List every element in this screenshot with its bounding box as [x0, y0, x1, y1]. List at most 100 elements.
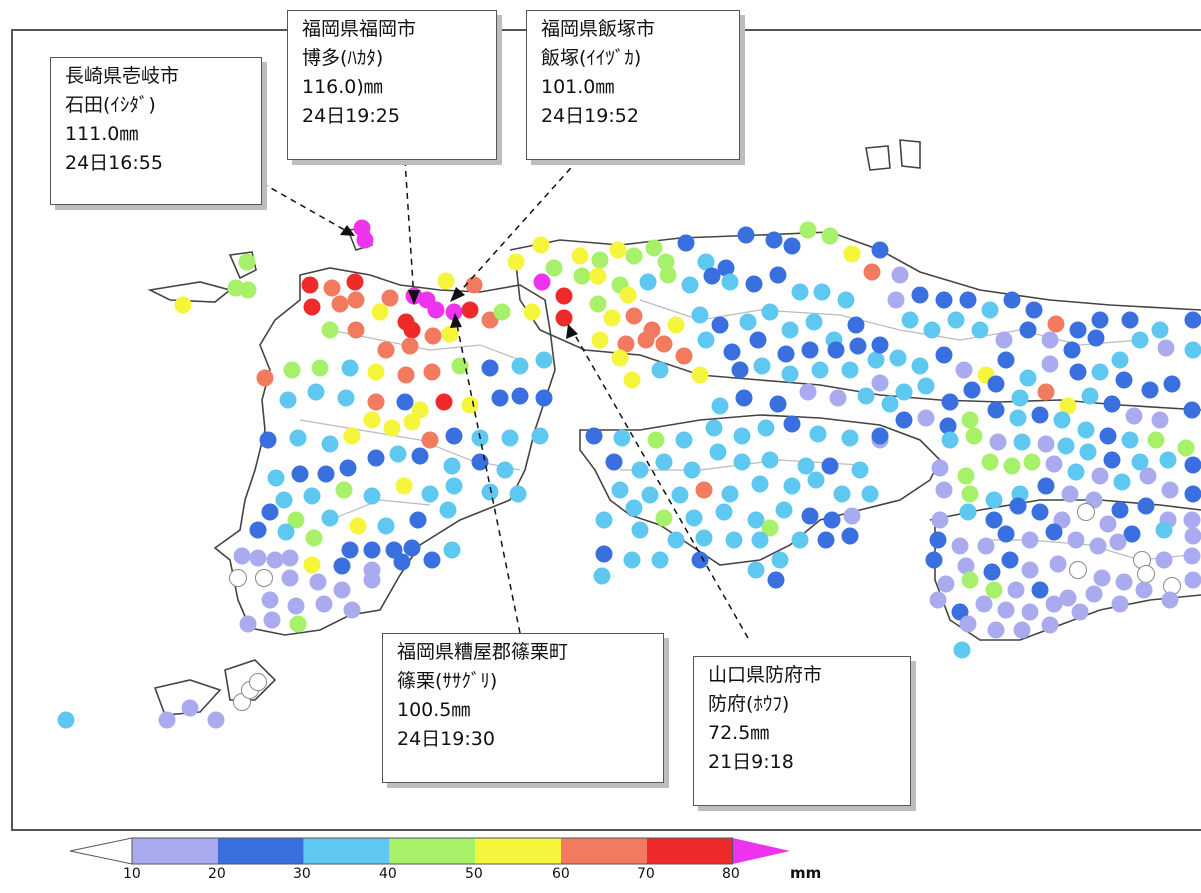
- station-marker: [757, 419, 775, 437]
- station-marker: [1021, 531, 1039, 549]
- station-marker: [1057, 437, 1075, 455]
- station-marker: [725, 531, 743, 549]
- station-marker: [667, 531, 685, 549]
- station-marker: [961, 485, 979, 503]
- station-marker: [935, 291, 953, 309]
- station-marker: [675, 431, 693, 449]
- tsushima-island: [228, 251, 257, 280]
- callout-hofu-pref: 山口県防府市: [708, 664, 823, 686]
- station-marker: [305, 529, 323, 547]
- legend-swatch: [646, 838, 733, 864]
- station-marker: [465, 276, 483, 294]
- station-marker: [985, 581, 1003, 599]
- station-marker: [797, 457, 815, 475]
- station-marker: [769, 266, 787, 284]
- station-marker: [655, 335, 673, 353]
- station-marker: [1103, 451, 1121, 469]
- station-marker: [1085, 585, 1103, 603]
- station-marker: [307, 383, 325, 401]
- station-marker: [1061, 485, 1079, 503]
- station-marker: [871, 427, 889, 445]
- station-marker: [1079, 443, 1097, 461]
- station-marker: [799, 383, 817, 401]
- station-marker: [443, 457, 461, 475]
- station-marker: [841, 527, 859, 545]
- callout-sasaguri-station: 篠栗(ｻｻｸﾞﾘ): [397, 670, 498, 692]
- station-marker: [777, 345, 795, 363]
- station-marker: [929, 591, 947, 609]
- station-marker: [917, 409, 935, 427]
- station-marker: [593, 567, 611, 585]
- station-marker: [827, 341, 845, 359]
- station-marker: [985, 491, 1003, 509]
- leader-line-iki: [261, 182, 351, 234]
- station-marker: [783, 237, 801, 255]
- station-marker: [977, 537, 995, 555]
- station-marker: [683, 461, 701, 479]
- station-marker: [965, 427, 983, 445]
- callout-hofu: 山口県防府市 防府(ﾎｳﾌ) 72.5㎜ 21日9:18: [693, 656, 911, 806]
- station-marker: [267, 469, 285, 487]
- station-marker: [997, 351, 1015, 369]
- station-marker: [813, 283, 831, 301]
- station-marker: [1019, 321, 1037, 339]
- station-marker: [1137, 497, 1155, 515]
- station-marker: [821, 457, 839, 475]
- boundary-line: [329, 499, 431, 521]
- station-marker: [1021, 561, 1039, 579]
- station-marker: [769, 395, 787, 413]
- station-marker: [985, 511, 1003, 529]
- station-marker: [1053, 411, 1071, 429]
- callout-sasaguri: 福岡県糟屋郡篠栗町 篠栗(ｻｻｸﾞﾘ) 100.5㎜ 24日19:30: [382, 633, 664, 783]
- station-marker: [1041, 355, 1059, 373]
- station-marker: [801, 507, 819, 525]
- station-marker: [363, 411, 381, 429]
- station-marker: [697, 253, 715, 271]
- station-marker: [951, 603, 969, 621]
- station-marker: [287, 597, 305, 615]
- station-marker: [321, 435, 339, 453]
- station-marker: [963, 381, 981, 399]
- station-marker: [461, 396, 479, 414]
- station-marker: [809, 425, 827, 443]
- goto-islands: [147, 281, 232, 303]
- station-marker: [239, 281, 257, 299]
- station-marker: [957, 467, 975, 485]
- station-marker: [403, 413, 421, 431]
- station-marker: [619, 286, 637, 304]
- station-marker: [1131, 453, 1149, 471]
- station-marker: [947, 311, 965, 329]
- station-marker: [238, 253, 256, 271]
- callout-iki-station: 石田(ｲｼﾀﾞ): [65, 94, 156, 116]
- station-marker: [1099, 515, 1117, 533]
- station-marker: [1131, 331, 1149, 349]
- station-marker: [1031, 503, 1049, 521]
- station-marker: [1111, 351, 1129, 369]
- station-marker: [585, 427, 603, 445]
- station-marker: [481, 483, 499, 501]
- station-marker: [1161, 481, 1179, 499]
- station-marker: [1109, 533, 1127, 551]
- station-marker: [767, 571, 785, 589]
- legend-label-50: 50: [465, 866, 483, 882]
- station-marker: [925, 551, 943, 569]
- station-marker: [174, 296, 192, 314]
- boundary-line: [329, 329, 521, 361]
- station-marker: [367, 393, 385, 411]
- station-marker: [863, 263, 881, 281]
- station-marker: [411, 401, 429, 419]
- station-marker: [975, 595, 993, 613]
- station-marker: [911, 357, 929, 375]
- station-marker: [509, 485, 527, 503]
- station-marker: [289, 615, 307, 633]
- station-marker: [941, 431, 959, 449]
- legend-swatch-below-10: [69, 837, 133, 865]
- station-marker: [745, 275, 763, 293]
- station-marker: [1151, 321, 1169, 339]
- legend-label-30: 30: [293, 866, 311, 882]
- station-marker: [1184, 311, 1201, 329]
- station-marker: [347, 291, 365, 309]
- station-marker: [805, 313, 823, 331]
- station-marker: [1009, 497, 1027, 515]
- station-marker: [421, 431, 439, 449]
